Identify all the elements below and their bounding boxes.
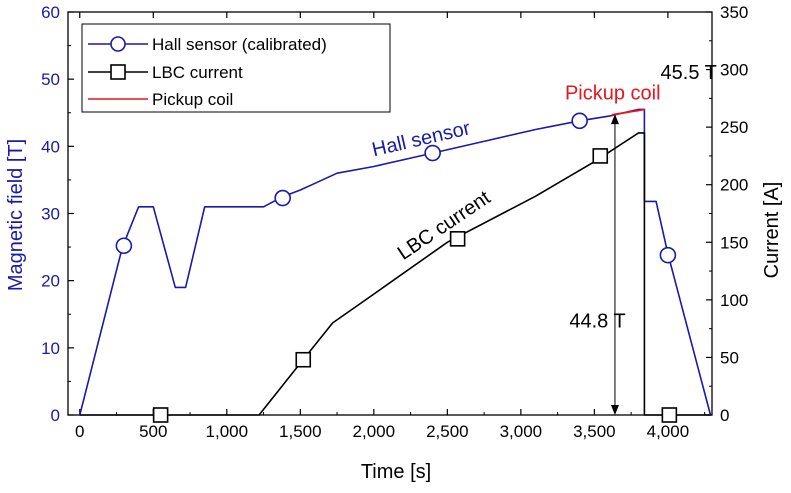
series-point-0 xyxy=(424,144,441,162)
right-axis-title: Current [A] xyxy=(761,182,783,279)
right-tick-label: 150 xyxy=(720,233,748,252)
left-tick-label: 60 xyxy=(41,3,60,22)
x-tick-label: 1,500 xyxy=(279,422,322,441)
legend-marker-lbc xyxy=(110,64,126,80)
annotation-2: Pickup coil xyxy=(565,82,661,104)
x-tick-label: 0 xyxy=(75,422,84,441)
legend-label-pickup: Pickup coil xyxy=(152,90,233,109)
x-tick-label: 4,000 xyxy=(647,422,690,441)
left-tick-label: 10 xyxy=(41,339,60,358)
left-axis-title: Magnetic field [T] xyxy=(5,139,27,291)
x-tick-label: 2,000 xyxy=(353,422,396,441)
left-tick-label: 0 xyxy=(51,406,60,425)
right-tick-label: 300 xyxy=(720,61,748,80)
x-tick-label: 3,000 xyxy=(500,422,543,441)
x-tick-label: 2,500 xyxy=(426,422,469,441)
left-tick-label: 20 xyxy=(41,272,60,291)
series-point-0 xyxy=(115,237,133,255)
left-tick-label: 40 xyxy=(41,137,60,156)
series-point-1 xyxy=(592,148,609,164)
right-tick-label: 350 xyxy=(720,3,748,22)
series-point-1 xyxy=(661,407,678,423)
series-point-1 xyxy=(449,231,466,247)
right-axis-ticks: 0 50 100 150 200 250 300 350 xyxy=(706,3,748,425)
legend-marker-hall xyxy=(110,36,126,52)
left-axis-ticks: 0 10 20 30 40 50 60 xyxy=(41,3,74,425)
measure-arrow-head-top xyxy=(610,114,619,125)
legend-label-hall: Hall sensor (calibrated) xyxy=(152,35,327,54)
x-axis-title: Time [s] xyxy=(361,461,431,483)
series-point-0 xyxy=(571,112,588,130)
measure-arrow-head-bottom xyxy=(610,405,619,415)
annotation-4: 44.8 T xyxy=(569,311,625,333)
series-point-0 xyxy=(274,189,291,207)
left-tick-label: 30 xyxy=(41,205,60,224)
right-tick-label: 100 xyxy=(720,291,748,310)
right-tick-label: 0 xyxy=(720,406,729,425)
right-tick-label: 50 xyxy=(720,348,739,367)
x-tick-label: 500 xyxy=(139,422,167,441)
series-point-1 xyxy=(295,351,312,368)
legend-label-lbc: LBC current xyxy=(152,63,243,82)
left-tick-label: 50 xyxy=(41,70,60,89)
legend: Hall sensor (calibrated) LBC current Pic… xyxy=(81,23,391,113)
series-point-1 xyxy=(152,407,169,423)
series-point-0 xyxy=(659,246,677,264)
x-tick-label: 1,000 xyxy=(206,422,249,441)
right-tick-label: 200 xyxy=(720,176,748,195)
right-tick-label: 250 xyxy=(720,118,748,137)
x-axis-ticks: 0 500 1,000 1,500 2,000 2,500 3,000 3,500 4,000 xyxy=(75,12,706,441)
x-tick-label: 3,500 xyxy=(573,422,616,441)
series-line-2 xyxy=(611,108,646,116)
legend-box xyxy=(81,23,391,113)
markers-layer xyxy=(115,112,678,423)
annotation-3: 45.5 T xyxy=(661,62,717,84)
